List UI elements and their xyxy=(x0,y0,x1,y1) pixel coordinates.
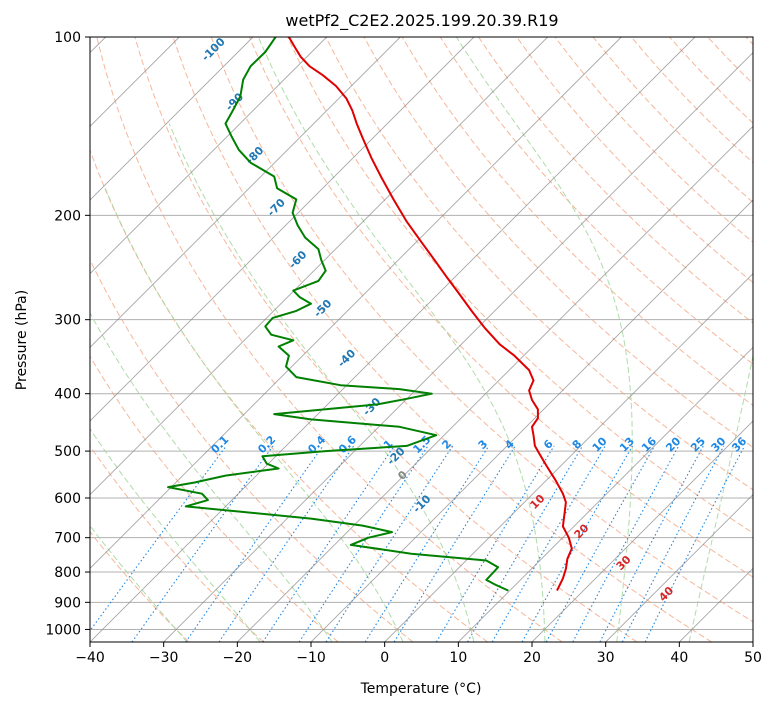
y-tick-label: 700 xyxy=(54,531,81,547)
x-tick-label: −10 xyxy=(296,650,326,666)
profile-line xyxy=(288,37,573,592)
moist-adiabat xyxy=(688,353,753,642)
x-tick-label: 10 xyxy=(449,650,467,666)
y-tick-label: 1000 xyxy=(45,622,81,638)
mixing-ratio-line xyxy=(644,445,746,642)
dry-adiabat xyxy=(363,37,753,449)
dry-adiabat xyxy=(210,37,753,623)
y-tick-label: 300 xyxy=(54,313,81,329)
isotherm-line xyxy=(90,37,622,569)
isotherm-line xyxy=(310,199,753,642)
dry-adiabat xyxy=(325,37,753,491)
isotherm-line xyxy=(605,494,753,642)
y-tick-label: 400 xyxy=(54,387,81,403)
chart-title: wetPf2_C2E2.2025.199.20.39.R19 xyxy=(285,11,558,31)
dry-adiabat xyxy=(249,37,753,578)
dry-adiabat xyxy=(96,37,563,642)
mixing-ratio-line xyxy=(467,445,584,642)
x-axis: −40 −30 −20 −10 0 10 20 30 40 50 xyxy=(75,642,762,666)
y-tick-label: 500 xyxy=(54,444,81,460)
mixing-ratio-line xyxy=(185,445,324,642)
dry-adiabat xyxy=(90,258,414,642)
dry-adiabat xyxy=(90,355,339,642)
dry-adiabat xyxy=(90,530,190,642)
isotherm-line xyxy=(90,37,254,201)
x-tick-label: 20 xyxy=(523,650,541,666)
isotherm-line xyxy=(163,52,753,642)
mixing-ratio-line xyxy=(298,445,429,642)
mixing-ratio-line xyxy=(621,445,725,642)
isotherm-line xyxy=(384,273,753,642)
x-axis-label: Temperature (°C) xyxy=(360,681,482,697)
mixing-ratio-line xyxy=(325,445,454,642)
moist-adiabat xyxy=(90,525,188,642)
y-axis: 100 200 300 400 500 600 700 800 900 1000 xyxy=(45,30,90,638)
moist-adiabat xyxy=(168,123,475,642)
isotherm-line xyxy=(458,346,753,642)
x-tick-label: −30 xyxy=(149,650,179,666)
mixing-ratio-line xyxy=(218,445,355,642)
y-tick-label: 900 xyxy=(54,595,81,611)
pressure-gridlines xyxy=(90,37,753,630)
dry-adiabat xyxy=(134,37,638,642)
dry-adiabats xyxy=(90,37,753,642)
isotherm-line xyxy=(90,37,475,422)
y-axis-label: Pressure (hPa) xyxy=(14,290,30,390)
mixing-ratio-lines xyxy=(90,445,746,642)
skewed-isotherms xyxy=(90,37,753,642)
isotherm-line xyxy=(90,37,401,348)
x-tick-label: 50 xyxy=(744,650,762,666)
profile-series xyxy=(167,37,573,592)
x-tick-label: 0 xyxy=(380,650,389,666)
dry-adiabat xyxy=(401,37,753,406)
x-tick-label: 30 xyxy=(597,650,615,666)
moist-adiabat xyxy=(90,427,261,642)
plot-frame xyxy=(89,36,754,643)
moist-adiabat xyxy=(90,311,333,642)
y-tick-label: 800 xyxy=(54,565,81,581)
y-tick-label: 600 xyxy=(54,491,81,507)
x-tick-label: −40 xyxy=(75,650,105,666)
isotherm-line xyxy=(531,420,753,642)
y-tick-label: 100 xyxy=(54,30,81,46)
mixing-ratio-line xyxy=(435,445,555,642)
x-tick-label: 40 xyxy=(670,650,688,666)
isotherm-line xyxy=(90,37,548,496)
dry-adiabat xyxy=(439,37,753,365)
isotherm-line xyxy=(90,37,696,642)
dry-adiabat xyxy=(287,37,753,534)
mixing-ratio-line xyxy=(521,445,633,642)
profile-line xyxy=(167,37,509,592)
y-tick-label: 200 xyxy=(54,208,81,224)
mixing-ratio-line xyxy=(545,445,656,642)
isotherm-line xyxy=(237,125,753,642)
moist-adiabat xyxy=(104,188,404,642)
moist-adiabat xyxy=(257,37,546,642)
isotherm-line xyxy=(90,37,327,275)
mixing-ratio-line xyxy=(364,445,490,642)
mixing-ratio-line xyxy=(262,445,395,642)
x-tick-label: −20 xyxy=(223,650,253,666)
mixing-ratio-line xyxy=(131,445,274,642)
